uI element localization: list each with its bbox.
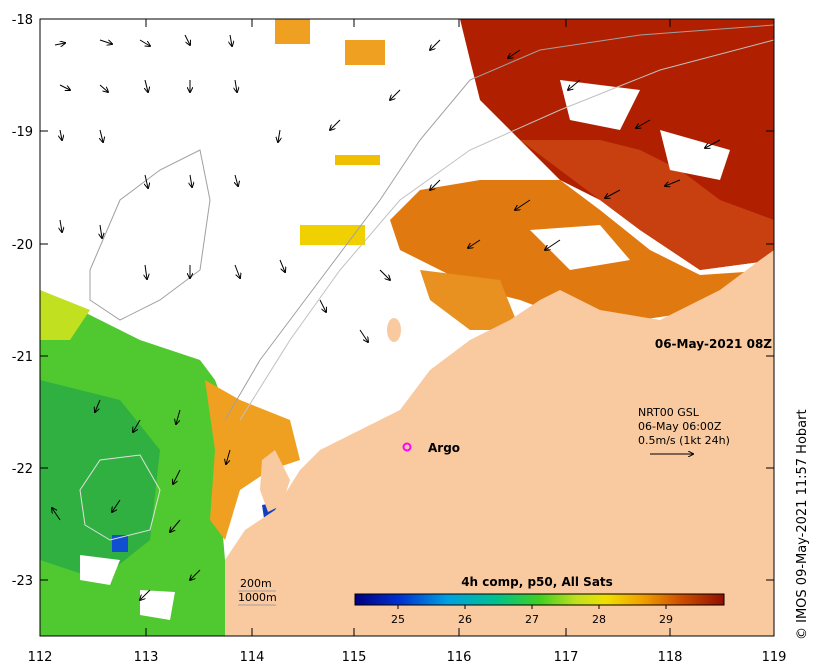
colorbar-tick: 28 [592,613,606,626]
lat-label: -19 [12,125,33,140]
isobath-label-1000: 1000m [238,591,277,604]
isobath-200 [89,149,211,321]
colorbar-gradient [354,593,725,606]
sst-orange-patch [420,270,520,330]
current-vectors [52,34,721,600]
land [225,250,774,636]
sst-cool-yellow [40,290,90,340]
colorbar-title: 4h comp, p50, All Sats [461,575,613,589]
isobath-eddy [79,454,161,541]
colorbar-tick: 29 [659,613,673,626]
lat-label: -18 [12,13,33,28]
credit-text: © IMOS 09-May-2021 11:57 Hobart [795,409,810,640]
legend-line-1: NRT00 GSL [638,406,700,419]
lon-label: 115 [342,650,367,665]
lon-labels: 112 113 114 115 116 117 118 119 [28,650,787,665]
colorbar-tick: 26 [458,613,472,626]
cloud-gap-2 [660,130,730,180]
island [387,318,401,342]
lat-label: -23 [12,574,33,589]
colorbar-tick: 27 [525,613,539,626]
lon-label: 119 [762,650,787,665]
argo-label: Argo [428,441,460,455]
sst-patch-yellow2 [335,155,380,165]
colorbar-tick: 25 [391,613,405,626]
cloud-gap [560,80,640,130]
colorbar: 4h comp, p50, All Sats 25 26 27 28 29 [354,575,725,626]
lon-label: 118 [658,650,683,665]
isobath-1000 [224,24,774,421]
lat-label: -22 [12,462,33,477]
argo-marker[interactable] [402,442,412,452]
plot-frame [39,18,775,637]
lon-label: 113 [134,650,159,665]
sst-warm-region-2 [520,140,774,270]
lon-label: 114 [240,650,265,665]
lat-label: -21 [12,350,33,365]
lat-labels: -18 -19 -20 -21 -22 -23 [12,13,33,589]
sst-cold-patch2 [112,535,128,552]
sst-cool-inner [40,380,160,580]
current-legend: NRT00 GSL 06-May 06:00Z 0.5m/s (1kt 24h) [638,406,730,454]
isobath-shelf [239,39,774,421]
lat-label: -20 [12,238,33,253]
map-timestamp: 06-May-2021 08Z [655,337,772,351]
sst-coast-orange [205,380,300,540]
cloud-gap-sw2 [140,590,175,620]
legend-line-3: 0.5m/s (1kt 24h) [638,434,730,447]
land-cape [260,450,290,512]
lon-label: 117 [554,650,579,665]
tick-marks [39,19,775,636]
cloud-gap-sw [80,555,120,585]
lon-label: 116 [447,650,472,665]
isobath-label-200: 200m [240,577,272,590]
cloud-gap-3 [530,225,630,270]
isobath-legend: 200m 1000m [238,577,277,606]
sst-patch-top [275,19,310,44]
sst-patch-top2 [345,40,385,65]
legend-line-2: 06-May 06:00Z [638,420,722,433]
lon-label: 112 [28,650,53,665]
sst-patch-yellow [300,225,365,245]
